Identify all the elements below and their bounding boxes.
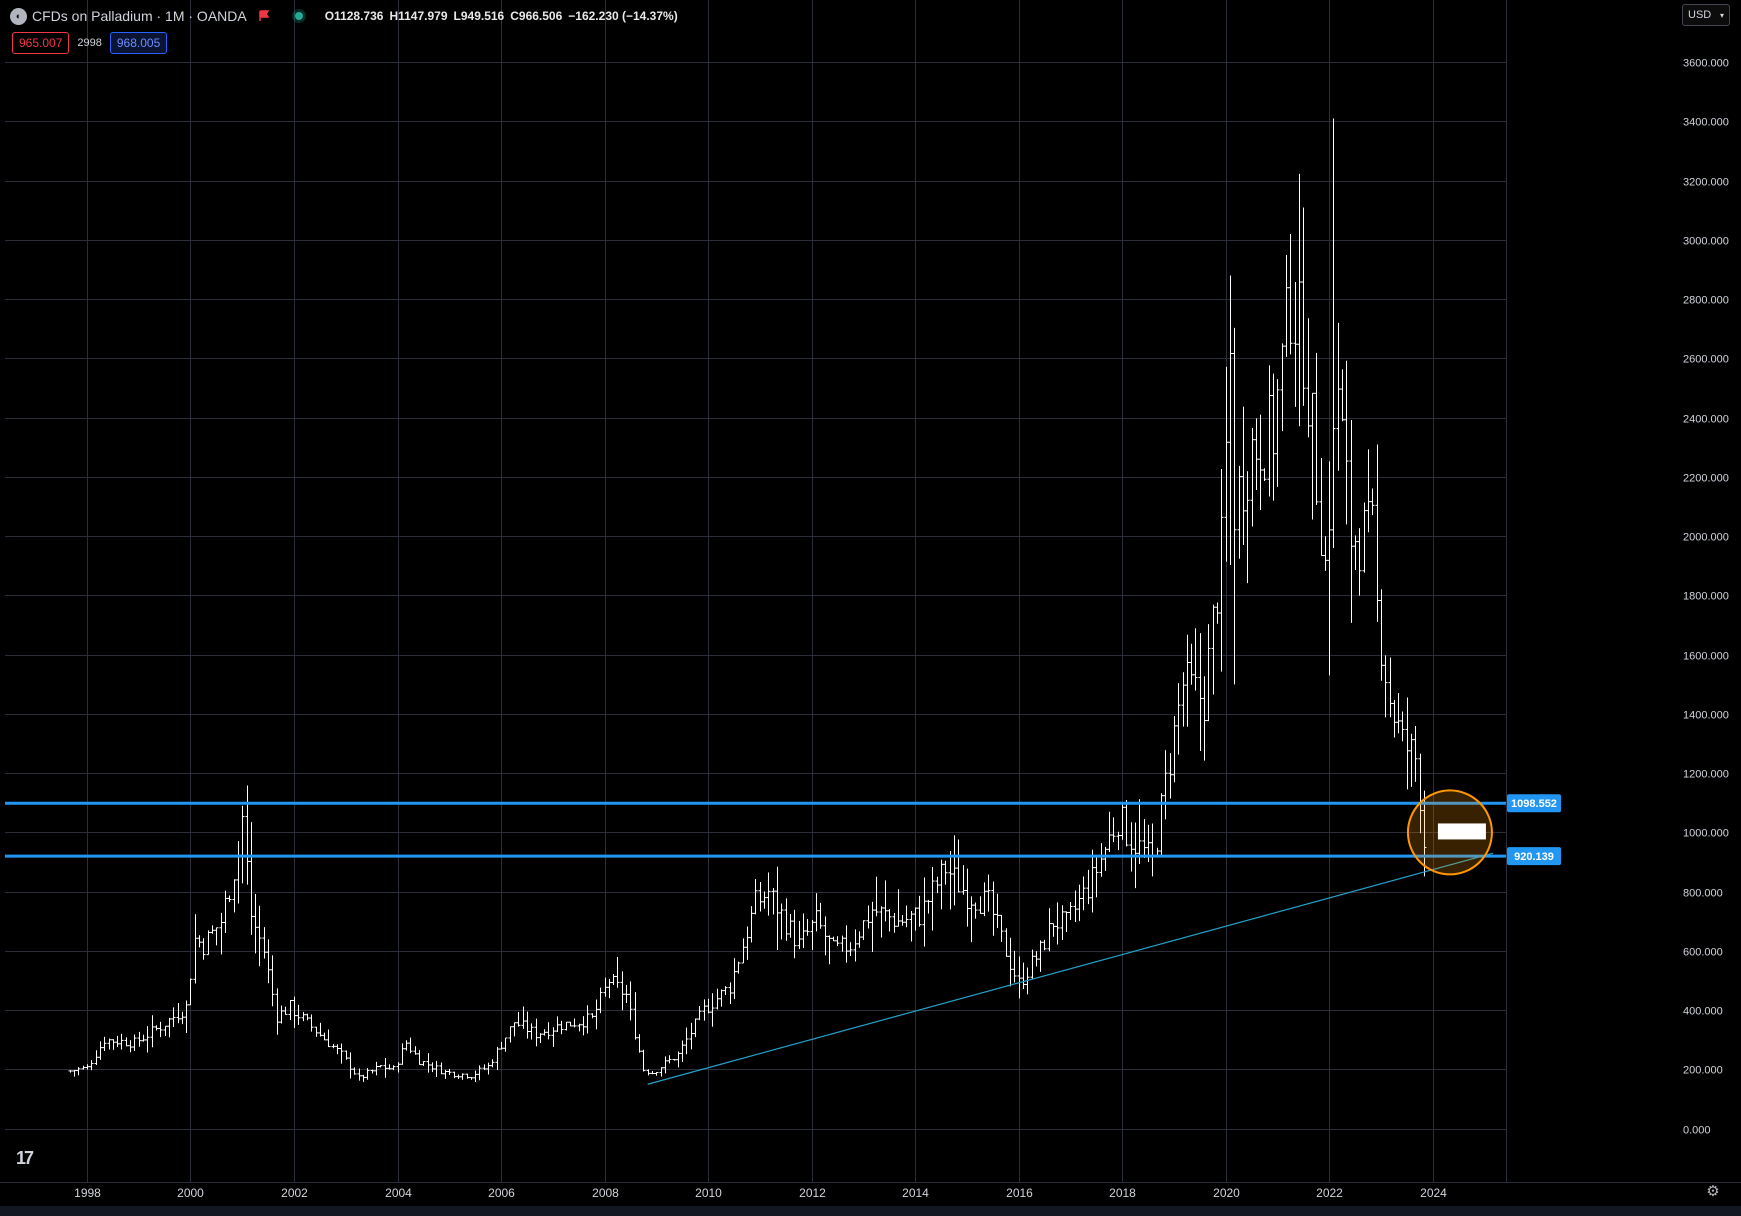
- ohlc-values: O1128.736 H1147.979 L949.516 C966.506 −162.2…: [325, 9, 684, 23]
- symbol-title[interactable]: CFDs on Palladium · 1M · OANDA: [32, 8, 247, 24]
- price-tick-label: 600.000: [1683, 947, 1723, 959]
- bid-price-button[interactable]: 965.007: [12, 32, 70, 54]
- price-tick-label: 3600.000: [1683, 58, 1729, 70]
- price-tick-label: 800.000: [1683, 888, 1723, 900]
- time-tick-label: 1998: [74, 1186, 101, 1200]
- drawing-tools-layer: [5, 789, 1506, 1085]
- chart-legend-header: ◐ CFDs on Palladium · 1M · OANDA O1128.7…: [10, 6, 684, 26]
- price-tick-label: 200.000: [1683, 1065, 1723, 1077]
- price-tick-label: 3000.000: [1683, 236, 1729, 248]
- open-value: O1128.736: [324, 9, 384, 23]
- time-tick-label: 2018: [1109, 1186, 1136, 1200]
- time-tick-label: 2004: [385, 1186, 412, 1200]
- time-tick-label: 2002: [281, 1186, 308, 1200]
- gear-icon[interactable]: ⚙: [1706, 1183, 1720, 1200]
- symbol-logo-icon: ◐: [10, 7, 27, 25]
- ask-price-button[interactable]: 968.005: [109, 32, 168, 54]
- low-value: L949.516: [453, 9, 505, 23]
- tradingview-logo-icon[interactable]: 17: [16, 1148, 34, 1168]
- time-tick-label: 2008: [592, 1186, 619, 1200]
- price-tick-label: 2800.000: [1683, 295, 1729, 307]
- spread-value: 2998: [77, 37, 102, 49]
- chevron-down-icon: ▾: [1719, 10, 1724, 20]
- bottom-toolbar: [0, 1206, 1741, 1216]
- time-tick-label: 2006: [488, 1186, 515, 1200]
- chart-grid: [0, 0, 1741, 1183]
- currency-label: USD: [1688, 9, 1712, 21]
- currency-selector[interactable]: USD ▾: [1682, 4, 1730, 26]
- price-tick-label: 2200.000: [1683, 473, 1729, 485]
- price-tick-label: 2400.000: [1683, 414, 1729, 426]
- price-tick-label: 3200.000: [1683, 177, 1729, 189]
- level-price-label-box: [1507, 847, 1561, 866]
- price-tick-label: 1400.000: [1683, 710, 1729, 722]
- price-axis[interactable]: 3600.000 3400.000 3200.000 3000.000 2800.000…: [1683, 58, 1729, 1137]
- change-value: −162.230 (−14.37%): [568, 9, 678, 23]
- level-price-label: 1098.552: [1511, 798, 1557, 810]
- time-tick-label: 2016: [1006, 1186, 1033, 1200]
- level-price-label: 920.139: [1514, 851, 1554, 863]
- time-tick-label: 2000: [177, 1186, 204, 1200]
- price-tick-label: 1200.000: [1683, 769, 1729, 781]
- price-tick-label: 1600.000: [1683, 651, 1729, 663]
- time-tick-label: 2024: [1420, 1186, 1447, 1200]
- price-tick-label: 1000.000: [1683, 828, 1729, 840]
- time-tick-label: 2014: [902, 1186, 929, 1200]
- price-tick-label: 1800.000: [1683, 591, 1729, 603]
- trendline: [647, 852, 1494, 1085]
- price-tick-label: 3400.000: [1683, 117, 1729, 129]
- market-status-icon[interactable]: [294, 12, 303, 20]
- axis-labels-overlay: 1098.552 920.139: [1507, 794, 1561, 866]
- high-value: H1147.979: [389, 9, 448, 23]
- quote-panel: 965.007 2998 968.005: [12, 32, 168, 54]
- time-tick-label: 2010: [695, 1186, 722, 1200]
- current-price-marker: [1437, 823, 1486, 840]
- price-tick-label: 0.000: [1683, 1125, 1711, 1137]
- time-tick-label: 2022: [1316, 1186, 1343, 1200]
- close-value: C966.506: [510, 9, 563, 23]
- level-price-label-box: [1507, 794, 1561, 813]
- price-tick-label: 2000.000: [1683, 532, 1729, 544]
- time-tick-label: 2012: [799, 1186, 826, 1200]
- time-tick-label: 2020: [1213, 1186, 1240, 1200]
- time-axis[interactable]: 1998 2000 2002 2004 2006 2008 2010 2012 2014 2016…: [74, 1186, 1447, 1200]
- price-tick-label: 400.000: [1683, 1006, 1723, 1018]
- flag-icon[interactable]: [258, 10, 269, 22]
- ohlc-bar-series: [68, 118, 1427, 1082]
- price-tick-label: 2600.000: [1683, 354, 1729, 366]
